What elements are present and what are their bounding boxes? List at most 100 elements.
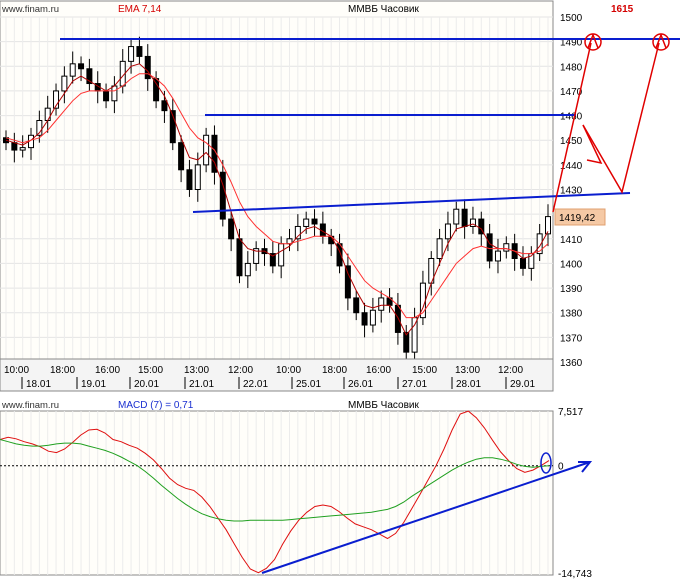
date-label: 25.01 bbox=[296, 379, 321, 390]
date-label: 22.01 bbox=[243, 379, 268, 390]
target-arrowhead-1 bbox=[587, 32, 599, 49]
candle-up bbox=[469, 218, 476, 227]
date-label: 19.01 bbox=[81, 379, 106, 390]
macd-crossover-marker bbox=[540, 452, 552, 474]
price-tick-label: 1440 bbox=[560, 161, 583, 172]
price-tick-label: 1370 bbox=[560, 333, 583, 344]
candle-up bbox=[194, 164, 201, 191]
date-label: 26.01 bbox=[348, 379, 373, 390]
candle-up bbox=[436, 238, 443, 260]
candle-down bbox=[228, 218, 235, 240]
last-price-badge bbox=[554, 208, 606, 226]
price-plot-area bbox=[0, 0, 554, 360]
candle-down bbox=[344, 265, 351, 299]
candle-down bbox=[269, 253, 276, 267]
candle-up bbox=[36, 120, 43, 136]
forecast-arrow-down bbox=[582, 124, 603, 165]
candle-up bbox=[444, 223, 451, 240]
last-price-label: 1419,42 bbox=[559, 213, 596, 224]
indicator-label: EMA 7,14 bbox=[118, 4, 162, 15]
time-label: 13:00 bbox=[455, 365, 480, 376]
macd-trend-arrowhead bbox=[578, 461, 593, 473]
price-tick-label: 1500 bbox=[560, 13, 583, 24]
price-tick-label: 1390 bbox=[560, 284, 583, 295]
ema-slow-line bbox=[5, 73, 549, 319]
macd-y-top-label: 7,517 bbox=[558, 407, 583, 418]
candle-up bbox=[294, 225, 301, 240]
macd-chart-title: ММВБ Часовик bbox=[348, 400, 419, 411]
date-label: 28.01 bbox=[456, 379, 481, 390]
target-label: 1615 bbox=[611, 4, 634, 15]
price-tick-label: 1380 bbox=[560, 309, 583, 320]
time-label: 18:00 bbox=[322, 365, 347, 376]
price-tick-label: 1460 bbox=[560, 112, 583, 123]
macd-y-bottom-label: -14,743 bbox=[558, 569, 592, 580]
candle-up bbox=[503, 243, 510, 252]
candle-up bbox=[278, 243, 285, 267]
time-label: 15:00 bbox=[412, 365, 437, 376]
candle-down bbox=[394, 304, 401, 333]
time-label: 12:00 bbox=[228, 365, 253, 376]
time-labels: 10:00 18:00 16:00 15:00 13:00 12:00 10:00 18:00… bbox=[4, 365, 523, 376]
macd-panel: www.finam.ru MACD (7) = 0,71 ММВБ Часови… bbox=[0, 400, 592, 580]
price-panel: 1360137013801390140014101420143014401450… bbox=[0, 0, 680, 369]
date-label: 18.01 bbox=[26, 379, 51, 390]
macd-plot-area bbox=[0, 410, 554, 576]
candle-up bbox=[453, 208, 460, 225]
price-tick-label: 1400 bbox=[560, 259, 583, 270]
macd-line bbox=[0, 410, 550, 574]
candle-down bbox=[311, 218, 318, 225]
candle-down bbox=[153, 78, 160, 102]
macd-trend-line bbox=[261, 461, 591, 574]
candle-up bbox=[53, 90, 60, 109]
candle-up bbox=[111, 85, 118, 102]
price-tick-label: 1490 bbox=[560, 38, 583, 49]
candle-down bbox=[219, 171, 226, 220]
date-label: 21.01 bbox=[189, 379, 214, 390]
source-label: www.finam.ru bbox=[1, 4, 59, 15]
price-y-axis: 1360137013801390140014101420143014401450… bbox=[560, 13, 583, 369]
time-label: 15:00 bbox=[138, 365, 163, 376]
candle-down bbox=[78, 63, 85, 70]
candle-down bbox=[161, 100, 168, 112]
candle-up bbox=[494, 250, 501, 262]
price-tick-label: 1360 bbox=[560, 358, 583, 369]
date-labels: 18.01 19.01 20.01 21.01 22.01 25.01 26.01 27.01… bbox=[21, 377, 535, 390]
candle-down bbox=[519, 258, 526, 269]
price-tick-label: 1410 bbox=[560, 235, 583, 246]
forecast-arrow-up-1 bbox=[552, 42, 592, 213]
candle-down bbox=[361, 312, 368, 326]
date-label: 27.01 bbox=[402, 379, 427, 390]
candle-up bbox=[411, 317, 418, 353]
time-label: 16:00 bbox=[366, 365, 391, 376]
candle-down bbox=[169, 110, 176, 144]
candle-down bbox=[136, 46, 143, 57]
price-tick-label: 1450 bbox=[560, 136, 583, 147]
candle-down bbox=[186, 169, 193, 191]
candle-down bbox=[144, 55, 151, 80]
price-tick-label: 1470 bbox=[560, 87, 583, 98]
candle-up bbox=[369, 309, 376, 326]
ema-fast-line bbox=[5, 63, 549, 336]
macd-indicator-label: MACD (7) = 0,71 bbox=[118, 400, 194, 411]
time-label: 10:00 bbox=[4, 365, 29, 376]
candle-down bbox=[178, 142, 185, 171]
candle-up bbox=[44, 107, 51, 122]
candle-up bbox=[69, 63, 76, 77]
price-tick-label: 1430 bbox=[560, 186, 583, 197]
signal-line bbox=[0, 439, 550, 522]
candle-up bbox=[253, 248, 260, 264]
price-tick-label: 1480 bbox=[560, 62, 583, 73]
candle-down bbox=[236, 238, 243, 277]
time-label: 18:00 bbox=[50, 365, 75, 376]
candle-up bbox=[19, 147, 26, 151]
candle-down bbox=[353, 297, 360, 314]
date-label: 29.01 bbox=[510, 379, 535, 390]
time-label: 13:00 bbox=[184, 365, 209, 376]
candle-down bbox=[486, 233, 493, 262]
candle-up bbox=[545, 216, 551, 235]
candle-down bbox=[103, 90, 110, 102]
candle-down bbox=[461, 208, 468, 227]
candle-up bbox=[303, 218, 310, 227]
macd-gridlines bbox=[5, 411, 549, 575]
